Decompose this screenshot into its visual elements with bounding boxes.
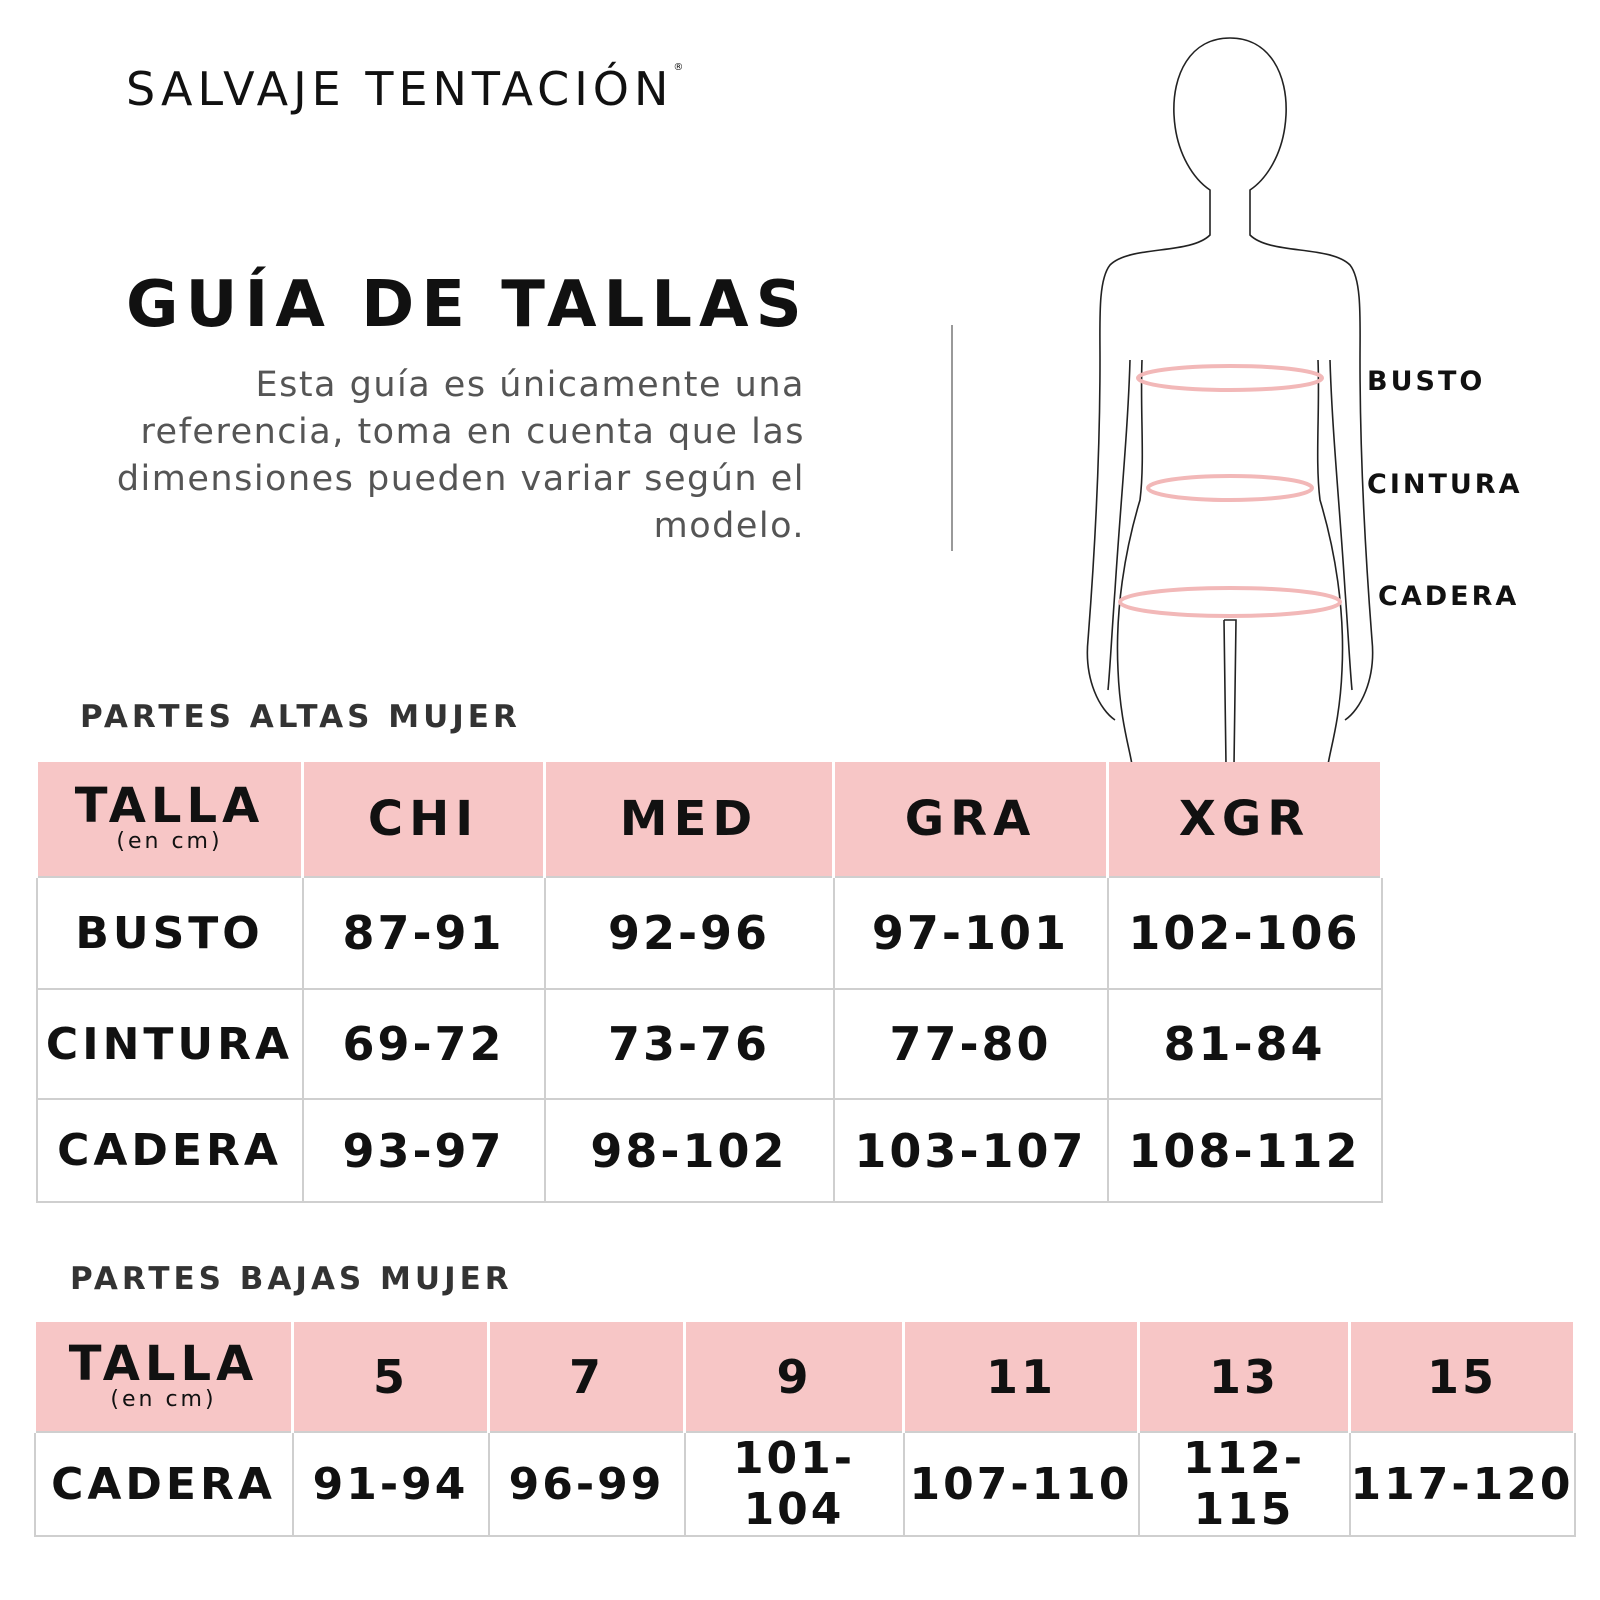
- table-cell: 69-72: [301, 988, 546, 1100]
- table-header-row: TALLA (en cm) 5 7 9 11 13 15: [33, 1322, 1576, 1432]
- registered-mark: ®: [673, 62, 684, 73]
- leg-gap: [1223, 619, 1237, 765]
- brand-logo: SALVAJE TENTACIÓN®: [126, 62, 683, 116]
- row-label: CINTURA: [35, 988, 304, 1100]
- cadera-measure-line: [1118, 586, 1342, 618]
- table-cell: 87-91: [301, 876, 546, 990]
- table-header-row: TALLA (en cm) CHI MED GRA XGR: [35, 762, 1383, 877]
- table-cell: 112-115: [1137, 1431, 1351, 1537]
- tops-size-table: TALLA (en cm) CHI MED GRA XGR BUSTO 87-91…: [35, 762, 1383, 1203]
- vertical-divider: [951, 325, 953, 551]
- table-cell: 73-76: [543, 988, 835, 1100]
- figure-label-cintura: CINTURA: [1367, 469, 1523, 500]
- table-cell: 101-104: [683, 1431, 905, 1537]
- row-label: CADERA: [35, 1098, 304, 1203]
- brand-name: SALVAJE TENTACIÓN: [126, 62, 674, 116]
- figure-label-cadera: CADERA: [1378, 581, 1520, 612]
- talla-label: TALLA: [68, 1335, 259, 1392]
- table-cell: 96-99: [487, 1431, 686, 1537]
- table-cell: 103-107: [832, 1098, 1109, 1203]
- row-label: BUSTO: [35, 876, 304, 990]
- guide-description: Esta guía es únicamente una referencia, …: [116, 365, 805, 546]
- page-title: GUÍA DE TALLAS: [126, 268, 809, 342]
- size-header: 11: [902, 1322, 1140, 1432]
- size-header: 13: [1137, 1322, 1351, 1432]
- size-header: 15: [1348, 1322, 1576, 1432]
- table-row: CADERA 91-94 96-99 101-104 107-110 112-1…: [33, 1431, 1576, 1537]
- section-title-bottoms: PARTES BAJAS MUJER: [70, 1261, 513, 1297]
- size-header: 9: [683, 1322, 905, 1432]
- size-header: GRA: [832, 762, 1109, 877]
- arm-inner-outline: [1107, 359, 1353, 691]
- table-cell: 81-84: [1106, 988, 1383, 1100]
- unit-label: (en cm): [110, 1386, 217, 1412]
- bottoms-size-table: TALLA (en cm) 5 7 9 11 13 15 CADERA 91-94…: [33, 1322, 1576, 1537]
- table-cell: 107-110: [902, 1431, 1140, 1537]
- figure-label-busto: BUSTO: [1367, 366, 1486, 397]
- size-header: CHI: [301, 762, 546, 877]
- size-header: XGR: [1106, 762, 1383, 877]
- table-row: BUSTO 87-91 92-96 97-101 102-106: [35, 876, 1383, 990]
- row-label: CADERA: [33, 1431, 294, 1537]
- size-header: 7: [487, 1322, 686, 1432]
- size-header: 5: [291, 1322, 490, 1432]
- size-header: MED: [543, 762, 835, 877]
- busto-measure-line: [1136, 364, 1324, 392]
- table-row: CINTURA 69-72 73-76 77-80 81-84: [35, 988, 1383, 1100]
- table-cell: 98-102: [543, 1098, 835, 1203]
- table-cell: 102-106: [1106, 876, 1383, 990]
- table-cell: 108-112: [1106, 1098, 1383, 1203]
- head-outline: [1086, 37, 1374, 721]
- table-cell: 92-96: [543, 876, 835, 990]
- table-cell: 93-97: [301, 1098, 546, 1203]
- table-cell: 77-80: [832, 988, 1109, 1100]
- talla-label: TALLA: [74, 778, 265, 834]
- talla-header: TALLA (en cm): [35, 762, 304, 877]
- cintura-measure-line: [1146, 474, 1314, 502]
- measure-lines: [1118, 364, 1342, 618]
- section-title-tops: PARTES ALTAS MUJER: [80, 699, 521, 735]
- unit-label: (en cm): [116, 829, 223, 854]
- body-silhouette-illustration: [1086, 37, 1374, 765]
- table-row: CADERA 93-97 98-102 103-107 108-112: [35, 1098, 1383, 1203]
- table-cell: 117-120: [1348, 1431, 1576, 1537]
- torso-outline: [1116, 359, 1344, 765]
- table-cell: 97-101: [832, 876, 1109, 990]
- table-cell: 91-94: [291, 1431, 490, 1537]
- talla-header: TALLA (en cm): [33, 1322, 294, 1432]
